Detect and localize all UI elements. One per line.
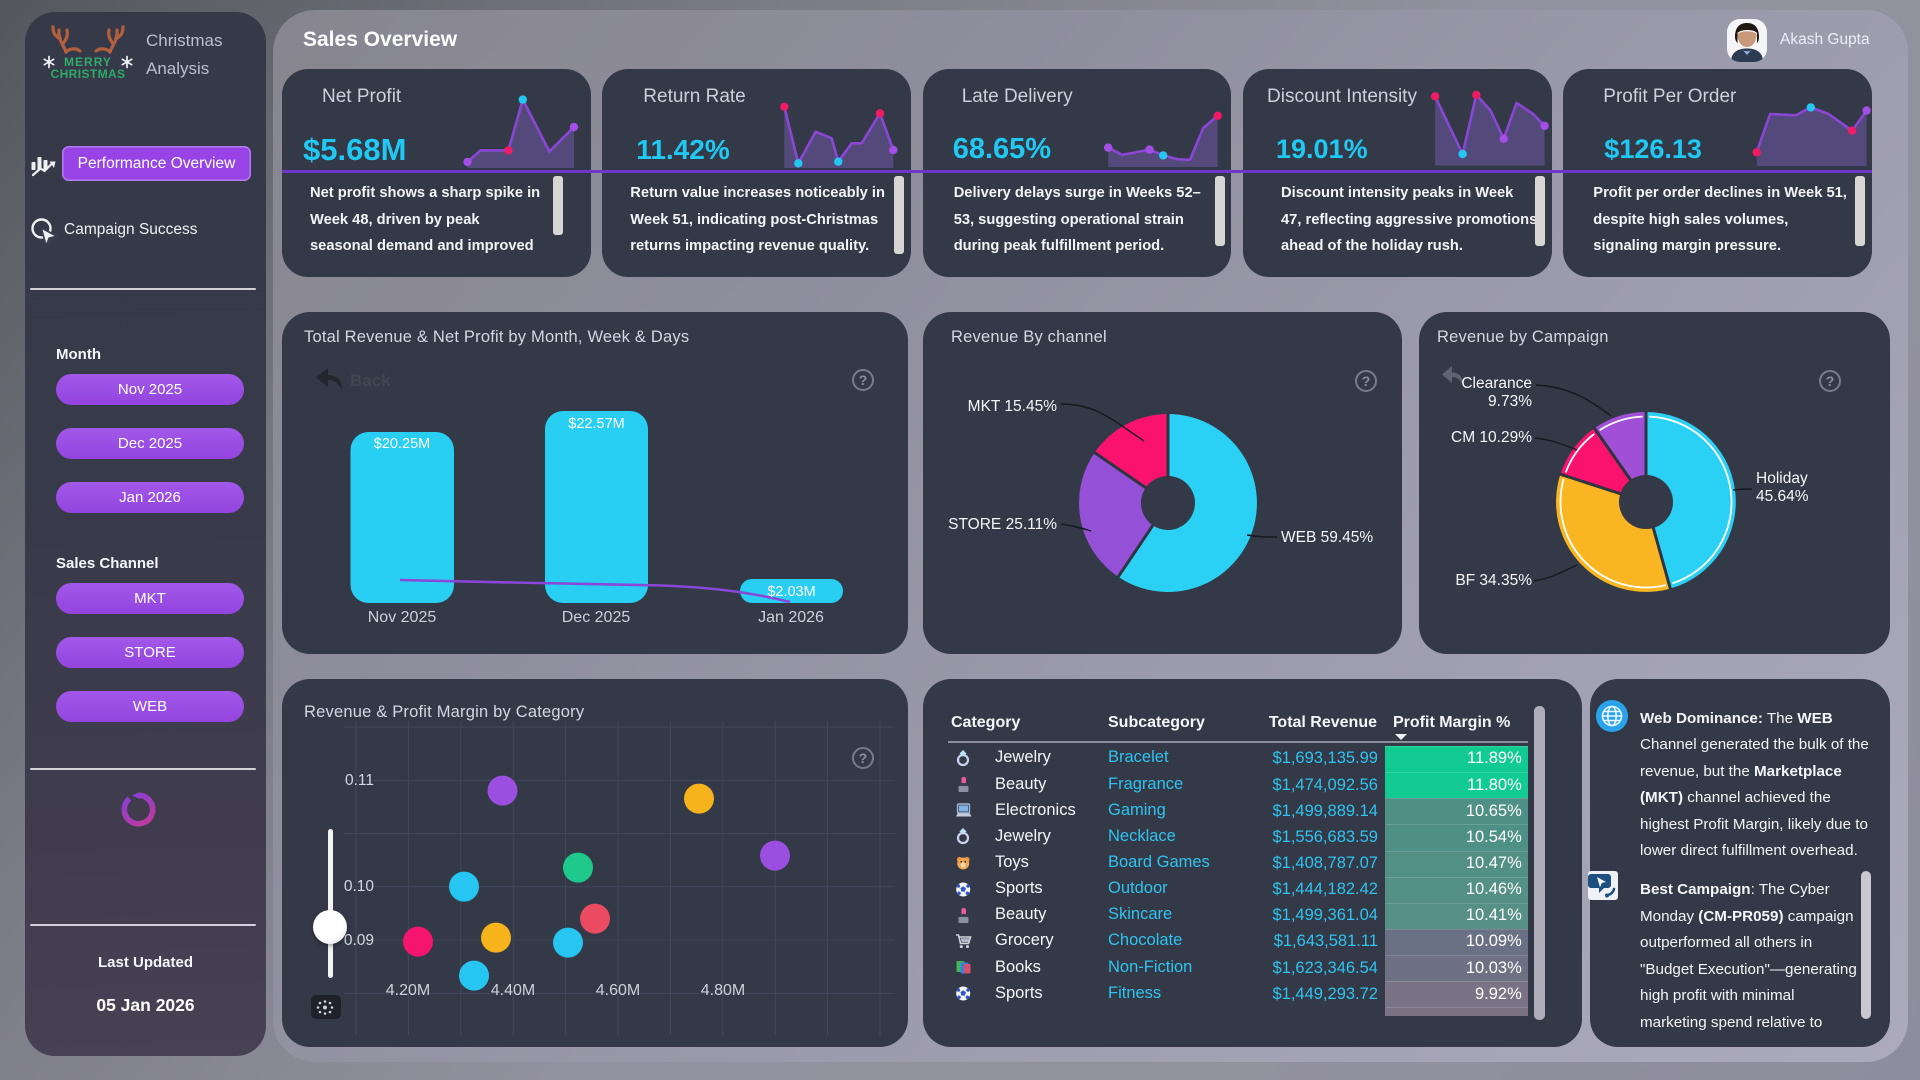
svg-text:Back: Back bbox=[350, 371, 391, 390]
svg-text:$20.25M: $20.25M bbox=[374, 436, 430, 452]
svg-text:$22.57M: $22.57M bbox=[568, 416, 624, 432]
svg-text:CHRISTMAS: CHRISTMAS bbox=[51, 67, 126, 80]
svg-text:$2.03M: $2.03M bbox=[767, 584, 815, 600]
svg-text:MERRY: MERRY bbox=[64, 55, 112, 69]
